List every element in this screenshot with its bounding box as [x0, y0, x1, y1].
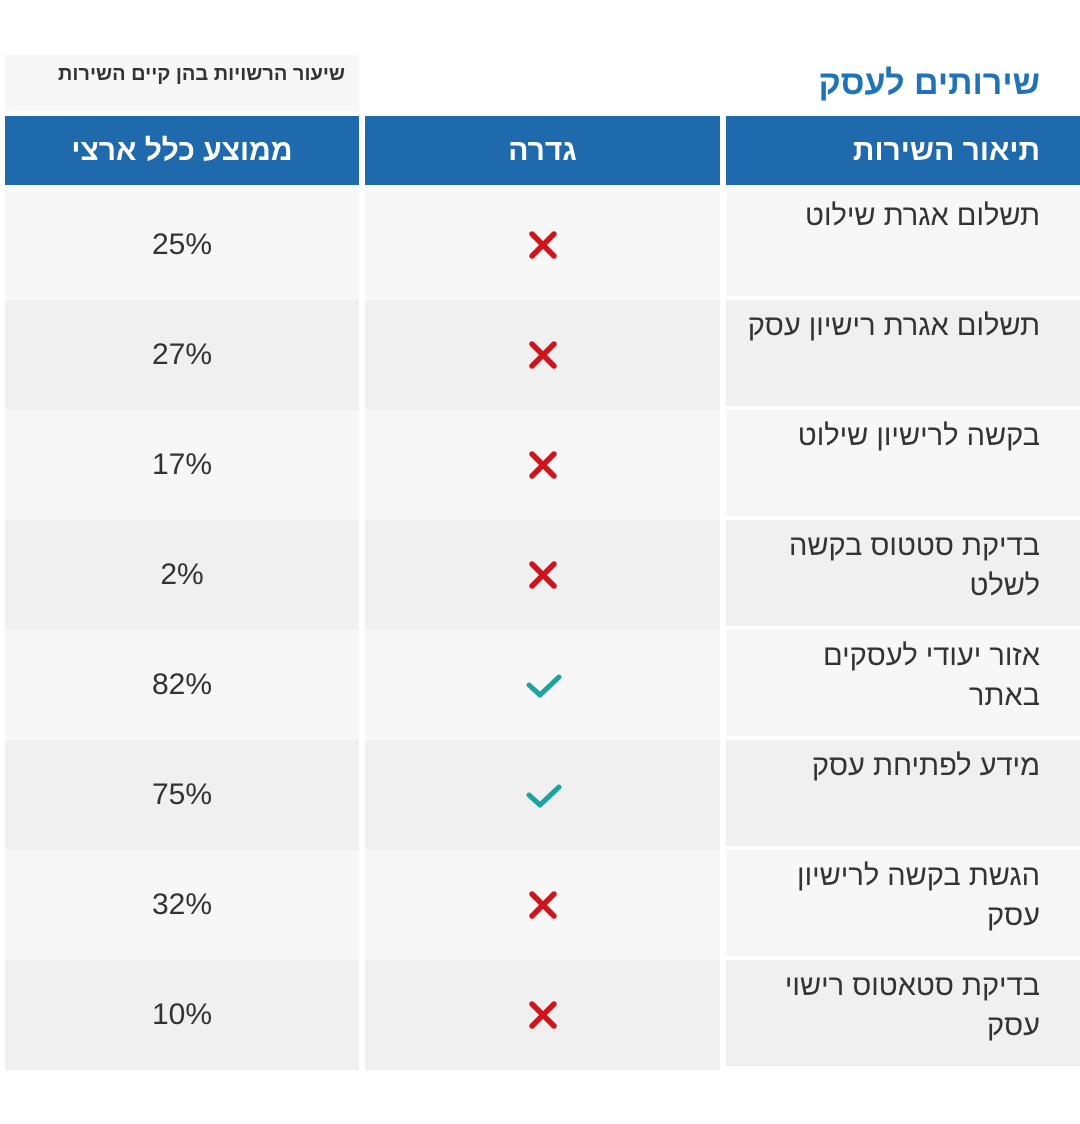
national-avg-value: 82% [151, 668, 213, 701]
table-row: 25% [5, 190, 720, 300]
national-avg-value: 27% [151, 338, 213, 371]
national-avg-value: 10% [151, 998, 213, 1031]
x-icon [523, 225, 563, 265]
header-national-avg: ממוצע כלל ארצי [5, 116, 359, 185]
check-icon [519, 665, 567, 705]
national-avg-cell: 27% [5, 300, 359, 410]
table-row: 2% [5, 520, 720, 630]
table-row: 75% [5, 740, 720, 850]
gedera-cell [365, 630, 720, 740]
national-avg-value: 25% [151, 228, 213, 261]
service-description-cell: מידע לפתיחת עסק [726, 740, 1080, 846]
subtitle-text: שיעור הרשויות בהן קיים השירות [58, 63, 345, 85]
table-row: 27% [5, 300, 720, 410]
national-avg-cell: 32% [5, 850, 359, 960]
subtitle: שיעור הרשויות בהן קיים השירות [5, 55, 359, 111]
national-avg-value: 32% [151, 888, 213, 921]
service-description-cell: בדיקת סטטוס בקשה לשלט [726, 520, 1080, 626]
national-avg-value: 17% [151, 448, 213, 481]
gedera-cell [365, 300, 720, 410]
header-gedera: גדרה [365, 116, 720, 185]
national-avg-cell: 25% [5, 190, 359, 300]
column-divider [359, 410, 365, 520]
gedera-cell [365, 520, 720, 630]
column-divider [359, 630, 365, 740]
service-description-cell: הגשת בקשה לרישיון עסק [726, 850, 1080, 956]
table-row: 82% [5, 630, 720, 740]
national-avg-cell: 75% [5, 740, 359, 850]
national-avg-value: 2% [160, 558, 204, 591]
column-divider [359, 850, 365, 960]
x-icon [523, 885, 563, 925]
gedera-cell [365, 740, 720, 850]
x-icon [523, 555, 563, 595]
table-row: 10% [5, 960, 720, 1070]
table-row: 17% [5, 410, 720, 520]
service-description-cell: בדיקת סטאטוס רישוי עסק [726, 960, 1080, 1066]
national-avg-cell: 2% [5, 520, 359, 630]
gedera-cell [365, 850, 720, 960]
column-divider [359, 960, 365, 1070]
national-avg-cell: 82% [5, 630, 359, 740]
gedera-cell [365, 960, 720, 1070]
header-description: תיאור השירות [726, 116, 1080, 185]
check-icon [519, 775, 567, 815]
column-divider [359, 300, 365, 410]
x-icon [523, 445, 563, 485]
service-description-cell: אזור יעודי לעסקים באתר [726, 630, 1080, 736]
table-row: 32% [5, 850, 720, 960]
column-divider [359, 190, 365, 300]
service-description-cell: תשלום אגרת שילוט [726, 190, 1080, 296]
page-title: שירותים לעסק [818, 64, 1041, 102]
x-icon [523, 995, 563, 1035]
x-icon [523, 335, 563, 375]
national-avg-cell: 17% [5, 410, 359, 520]
national-avg-cell: 10% [5, 960, 359, 1070]
gedera-cell [365, 410, 720, 520]
gedera-cell [365, 190, 720, 300]
column-divider [359, 740, 365, 850]
service-description-cell: בקשה לרישיון שילוט [726, 410, 1080, 516]
national-avg-value: 75% [151, 778, 213, 811]
column-divider [359, 520, 365, 630]
service-description-cell: תשלום אגרת רישיון עסק [726, 300, 1080, 406]
